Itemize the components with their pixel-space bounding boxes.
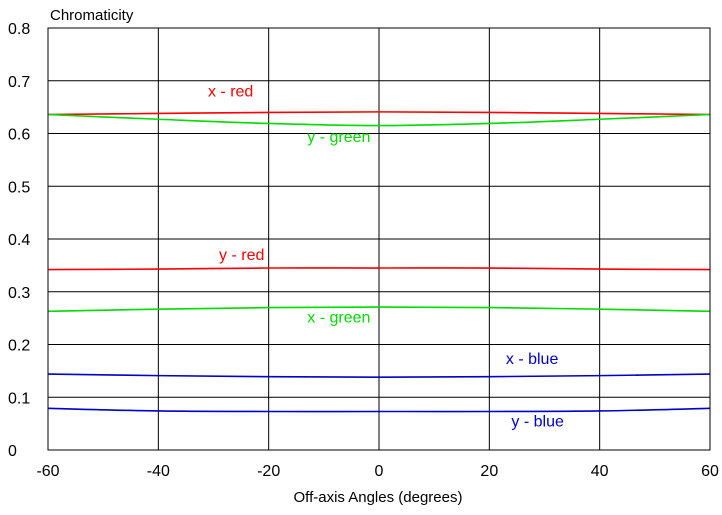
x-tick-label: 0 — [375, 463, 384, 480]
y-tick-label: 0.5 — [8, 179, 30, 196]
y-axis-title: Chromaticity — [50, 7, 134, 24]
series-line-x-blue — [47, 373, 711, 379]
x-tick-labels: -60 -40 -20 0 20 40 60 — [36, 463, 719, 480]
series-line-x-red — [47, 111, 711, 116]
series-line-x-green — [47, 306, 711, 313]
x-tick-label: 60 — [701, 463, 719, 480]
y-tick-label: 0 — [8, 443, 17, 460]
series-label-x-blue: x - blue — [506, 351, 559, 368]
x-tick-label: 20 — [480, 463, 498, 480]
series-label-y-green: y - green — [307, 129, 370, 146]
series-line-y-blue — [47, 407, 711, 413]
series-label-x-red: x - red — [208, 84, 253, 101]
y-tick-labels: 0 0.1 0.2 0.3 0.4 0.5 0.6 0.7 0.8 — [8, 21, 30, 460]
x-tick-label: -60 — [36, 463, 59, 480]
y-tick-label: 0.7 — [8, 74, 30, 91]
y-tick-label: 0.8 — [8, 21, 30, 38]
y-tick-label: 0.4 — [8, 232, 30, 249]
x-tick-label: -20 — [257, 463, 280, 480]
y-tick-label: 0.3 — [8, 285, 30, 302]
series-label-x-green: x - green — [307, 309, 370, 326]
series-label-y-blue: y - blue — [511, 413, 564, 430]
y-tick-label: 0.6 — [8, 127, 30, 144]
series-label-y-red: y - red — [219, 247, 264, 264]
plot-frame — [47, 27, 711, 451]
y-tick-label: 0.1 — [8, 390, 30, 407]
series-line-y-red — [47, 267, 711, 271]
grid — [47, 27, 711, 451]
series-lines — [47, 111, 711, 413]
x-tick-label: -40 — [147, 463, 170, 480]
x-tick-label: 40 — [591, 463, 609, 480]
series-labels: x - red y - green y - red x - green x - blue… — [208, 84, 564, 431]
series-line-y-green — [47, 113, 711, 127]
x-axis-title: Off-axis Angles (degrees) — [294, 489, 463, 506]
y-tick-label: 0.2 — [8, 338, 30, 355]
